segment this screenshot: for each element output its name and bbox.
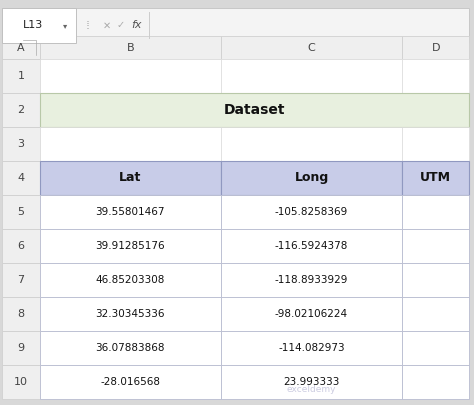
Bar xyxy=(2,59,40,93)
Text: 5: 5 xyxy=(18,207,25,217)
Text: -118.8933929: -118.8933929 xyxy=(275,275,348,285)
Text: 2: 2 xyxy=(18,105,25,115)
Bar xyxy=(2,229,40,263)
Text: ✕: ✕ xyxy=(102,20,111,30)
Bar xyxy=(2,365,40,399)
Text: 8: 8 xyxy=(18,309,25,319)
Bar xyxy=(221,263,402,297)
Text: A: A xyxy=(17,43,25,53)
Bar xyxy=(2,195,40,229)
Text: 9: 9 xyxy=(18,343,25,353)
Text: Dataset: Dataset xyxy=(224,103,285,117)
Bar xyxy=(402,297,469,331)
Text: ▾: ▾ xyxy=(63,21,67,30)
Text: 36.07883868: 36.07883868 xyxy=(96,343,165,353)
Bar xyxy=(221,365,402,399)
Bar xyxy=(40,161,221,195)
Bar xyxy=(40,331,221,365)
Text: 7: 7 xyxy=(18,275,25,285)
Bar xyxy=(221,297,402,331)
Bar xyxy=(221,331,402,365)
Text: 3: 3 xyxy=(18,139,25,149)
Text: 1: 1 xyxy=(18,71,25,81)
Bar xyxy=(40,365,221,399)
Bar xyxy=(221,161,402,195)
Bar xyxy=(402,127,469,161)
Text: L13: L13 xyxy=(23,20,43,30)
Bar xyxy=(2,331,40,365)
Bar xyxy=(40,263,221,297)
Bar xyxy=(402,263,469,297)
Text: -98.02106224: -98.02106224 xyxy=(275,309,348,319)
Bar xyxy=(40,93,469,127)
Bar xyxy=(2,263,40,297)
Bar xyxy=(2,127,40,161)
Text: 39.55801467: 39.55801467 xyxy=(96,207,165,217)
Text: 46.85203308: 46.85203308 xyxy=(96,275,165,285)
Text: ⁞: ⁞ xyxy=(86,19,90,32)
Bar xyxy=(40,127,221,161)
Bar xyxy=(402,36,469,59)
Bar xyxy=(2,297,40,331)
Text: B: B xyxy=(127,43,134,53)
Bar xyxy=(221,36,402,59)
Text: 6: 6 xyxy=(18,241,25,251)
Bar xyxy=(402,365,469,399)
Bar xyxy=(40,195,221,229)
Text: exceldemy: exceldemy xyxy=(287,385,337,394)
Text: -114.082973: -114.082973 xyxy=(278,343,345,353)
Text: D: D xyxy=(431,43,440,53)
Bar xyxy=(40,36,221,59)
Text: 32.30345336: 32.30345336 xyxy=(96,309,165,319)
Text: Lat: Lat xyxy=(119,171,141,184)
Bar xyxy=(221,229,402,263)
Bar xyxy=(2,161,40,195)
Bar xyxy=(221,59,402,93)
Text: -116.5924378: -116.5924378 xyxy=(275,241,348,251)
Text: C: C xyxy=(308,43,315,53)
Bar xyxy=(2,8,469,43)
Text: UTM: UTM xyxy=(420,171,451,184)
Bar xyxy=(221,127,402,161)
Bar xyxy=(402,59,469,93)
Bar xyxy=(2,8,76,43)
Text: -28.016568: -28.016568 xyxy=(100,377,160,387)
Bar xyxy=(402,195,469,229)
Bar xyxy=(402,331,469,365)
Text: Long: Long xyxy=(294,171,328,184)
Bar xyxy=(402,229,469,263)
Bar xyxy=(40,229,221,263)
Text: ✓: ✓ xyxy=(117,20,125,30)
Bar xyxy=(40,297,221,331)
Text: -105.8258369: -105.8258369 xyxy=(275,207,348,217)
Text: 39.91285176: 39.91285176 xyxy=(95,241,165,251)
Bar xyxy=(2,36,40,59)
Text: 23.993333: 23.993333 xyxy=(283,377,340,387)
Bar xyxy=(40,59,221,93)
Bar xyxy=(221,195,402,229)
Bar xyxy=(2,93,40,127)
Bar xyxy=(2,36,40,59)
Text: fx: fx xyxy=(131,20,142,30)
Text: 4: 4 xyxy=(18,173,25,183)
Text: 10: 10 xyxy=(14,377,28,387)
Bar xyxy=(402,161,469,195)
